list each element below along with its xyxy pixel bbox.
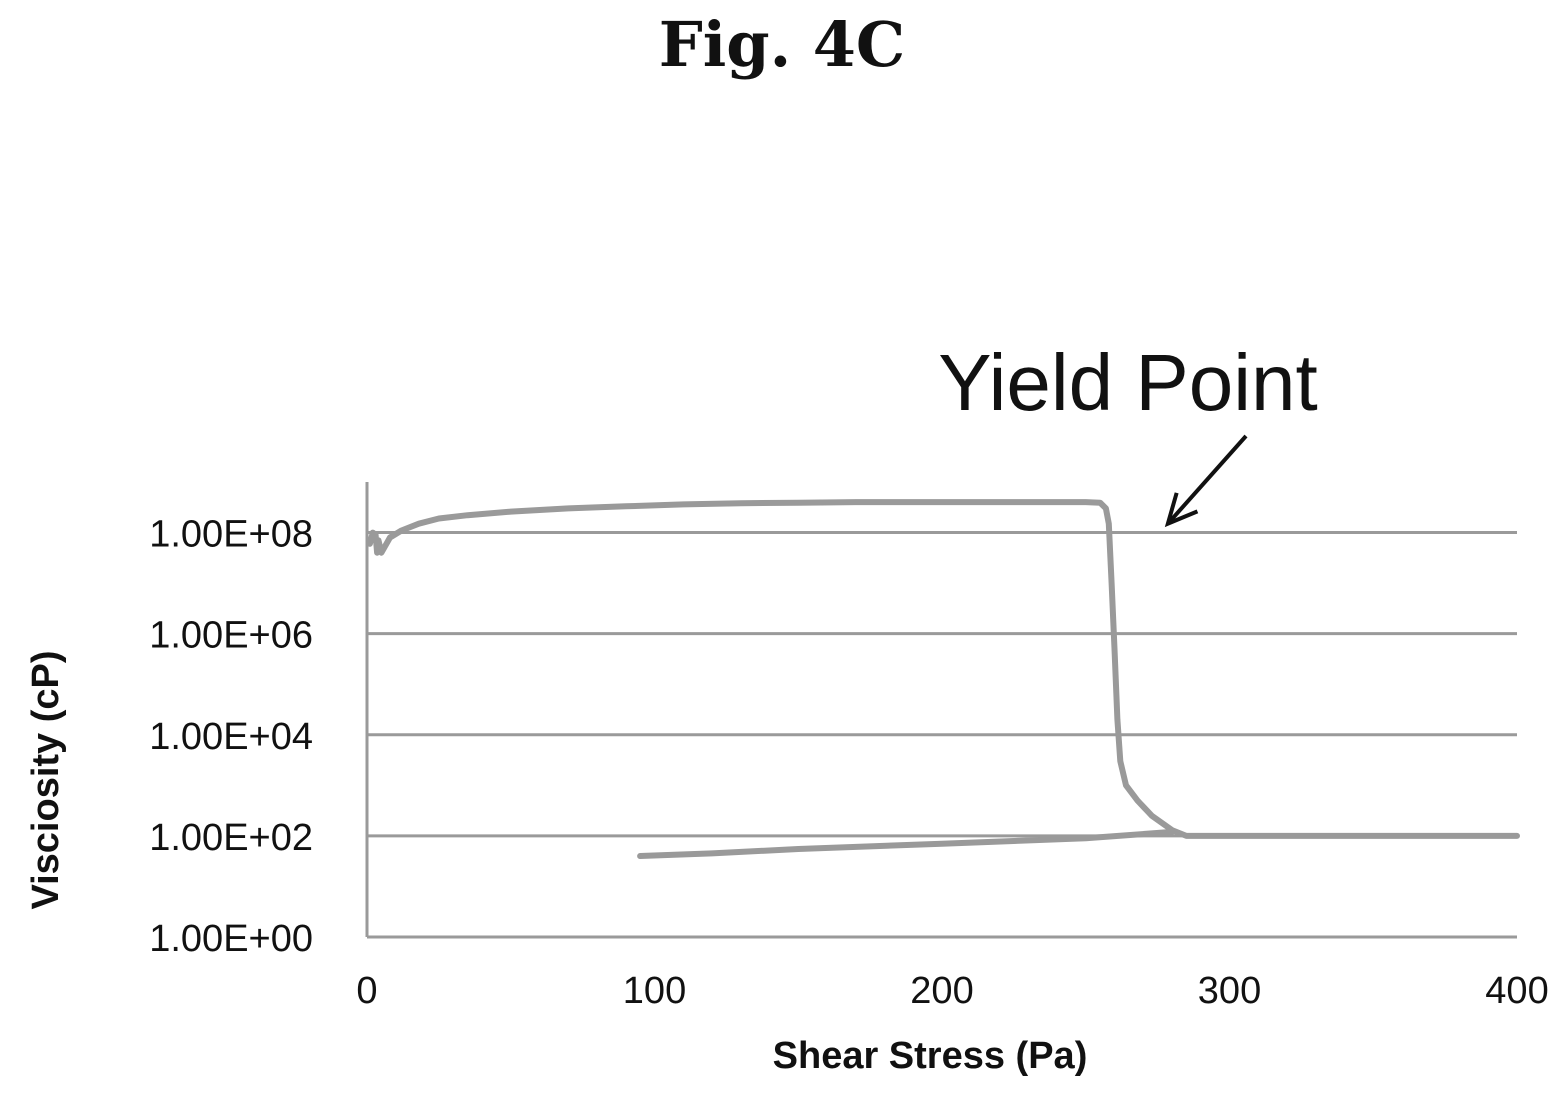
tick-labels: 1.00E+00 1.00E+02 1.00E+04 1.00E+06 1.00E+08…: [149, 514, 1548, 1012]
y-axis-title: Visciosity (cP): [25, 650, 67, 909]
y-tick-label: 1.00E+04: [149, 716, 313, 758]
annotation-text: Yield Point: [938, 338, 1318, 427]
x-tick-label: 300: [1198, 970, 1261, 1012]
x-tick-label: 0: [356, 970, 377, 1012]
gridlines: [367, 531, 1517, 838]
series-line: [366, 499, 1520, 839]
series-layer: [366, 499, 1520, 859]
y-tick-label: 1.00E+02: [149, 817, 313, 859]
x-axis-title: Shear Stress (Pa): [773, 1035, 1088, 1077]
x-tick-label: 400: [1485, 970, 1548, 1012]
series-line: [637, 828, 1175, 859]
x-tick-label: 100: [623, 970, 686, 1012]
annotation-arrow-head: [1164, 492, 1199, 528]
figure-label: Fig. 4C: [658, 8, 906, 81]
x-tick-label: 200: [910, 970, 973, 1012]
annotation-arrow-shaft: [1166, 434, 1248, 525]
annotation: Yield Point: [938, 338, 1318, 528]
y-tick-label: 1.00E+08: [149, 514, 313, 556]
y-tick-label: 1.00E+00: [149, 918, 313, 960]
axes: [365, 482, 1517, 939]
y-tick-label: 1.00E+06: [149, 615, 313, 657]
